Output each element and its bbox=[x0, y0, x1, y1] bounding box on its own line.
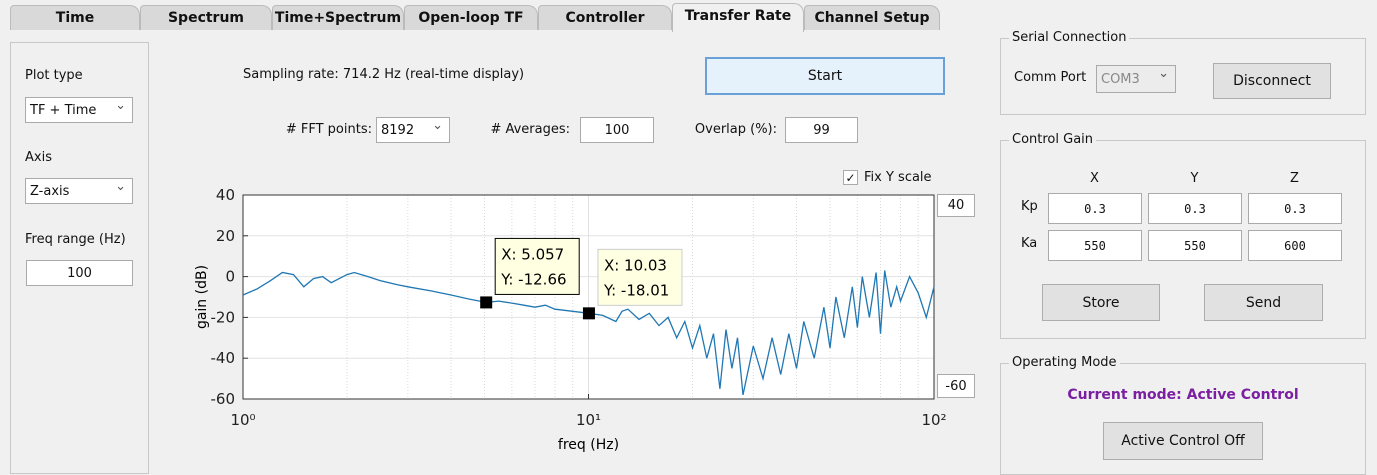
panel-title: Serial Connection bbox=[1009, 30, 1130, 45]
label: Plot type bbox=[25, 68, 83, 83]
checkbox[interactable]: ✓ bbox=[843, 170, 858, 185]
y-tick-label: 40 bbox=[216, 186, 235, 204]
datatip-y: Y: -18.01 bbox=[603, 281, 669, 299]
column-header: Y bbox=[1190, 171, 1199, 186]
tab[interactable]: Open-loop TF bbox=[404, 5, 538, 30]
panel-title: Control Gain bbox=[1009, 132, 1097, 147]
tab[interactable]: Transfer Rate bbox=[672, 3, 804, 32]
y-tick-label: -20 bbox=[211, 308, 236, 326]
label: Comm Port bbox=[1014, 70, 1087, 85]
input[interactable]: 100 bbox=[580, 117, 654, 143]
button[interactable]: Send bbox=[1204, 284, 1323, 321]
checkbox-label: Fix Y scale bbox=[864, 170, 932, 185]
y-tick-label: 20 bbox=[216, 227, 235, 245]
serial-panel: Serial Connection Comm Port COM3 Disconn… bbox=[1000, 30, 1366, 115]
datatip-box bbox=[597, 248, 683, 306]
y-max-input[interactable]: 40 bbox=[937, 194, 975, 217]
input[interactable]: 0.3 bbox=[1248, 193, 1342, 224]
x-tick-label: 10² bbox=[921, 411, 946, 429]
row-label: Kp bbox=[1021, 199, 1038, 214]
input[interactable]: 550 bbox=[1148, 230, 1242, 261]
mode-panel: Operating Mode Current mode: Active Cont… bbox=[1000, 355, 1366, 475]
x-tick-label: 10¹ bbox=[576, 411, 601, 429]
plot: 40 20 0 -20 -40 -60 10⁰ 10¹ 10² freq (Hz) gain (dB… bbox=[194, 186, 947, 453]
datatip-marker bbox=[582, 307, 595, 320]
row-label: Ka bbox=[1021, 236, 1038, 251]
y-tick-label: -60 bbox=[211, 390, 236, 408]
dropdown[interactable]: TF + Time bbox=[25, 97, 133, 123]
datatip-marker bbox=[480, 296, 493, 309]
input[interactable]: 99 bbox=[785, 117, 858, 143]
button[interactable]: Store bbox=[1042, 284, 1160, 321]
button[interactable]: Active Control Off bbox=[1103, 422, 1263, 460]
column-header: Z bbox=[1290, 171, 1299, 186]
dropdown[interactable]: Z-axis bbox=[25, 178, 133, 204]
datatip-x: X: 10.03 bbox=[604, 256, 667, 274]
tab[interactable]: Channel Setup bbox=[804, 5, 940, 30]
gain-panel: Control Gain X Y Z Kp 0.3 0.3 0.3 Ka 550 550 600 S… bbox=[1000, 132, 1366, 339]
left-panel: Plot type TF + Time Axis Z-axis Freq ran… bbox=[10, 42, 149, 474]
x-tick-label: 10⁰ bbox=[230, 411, 255, 429]
datatip-x: X: 5.057 bbox=[501, 245, 564, 263]
input[interactable]: 550 bbox=[1048, 230, 1142, 261]
data-line bbox=[242, 270, 935, 396]
datatip-y: Y: -12.66 bbox=[500, 270, 566, 288]
y-tick-label: 0 bbox=[225, 268, 235, 286]
dropdown[interactable]: 8192 bbox=[376, 117, 450, 143]
dropdown[interactable]: COM3 bbox=[1096, 65, 1176, 93]
tab[interactable]: Spectrum bbox=[140, 5, 272, 30]
datatip-box bbox=[494, 237, 580, 295]
y-tick-label: -40 bbox=[211, 349, 236, 367]
input[interactable]: 600 bbox=[1248, 230, 1342, 261]
tab[interactable]: Controller bbox=[538, 5, 672, 30]
tab[interactable]: Time+Spectrum bbox=[272, 5, 404, 30]
column-header: X bbox=[1090, 171, 1099, 186]
start-button[interactable]: Start bbox=[705, 57, 945, 95]
label: Freq range (Hz) bbox=[25, 232, 126, 247]
input[interactable]: 0.3 bbox=[1148, 193, 1242, 224]
sampling-rate: Sampling rate: 714.2 Hz (real-time displ… bbox=[243, 67, 525, 82]
y-min-input[interactable]: -60 bbox=[937, 374, 975, 398]
panel-title: Operating Mode bbox=[1009, 355, 1120, 370]
x-axis-label: freq (Hz) bbox=[558, 437, 619, 453]
label: # Averages: bbox=[490, 122, 570, 137]
label: Axis bbox=[25, 150, 52, 165]
y-axis-label: gain (dB) bbox=[194, 265, 210, 329]
input[interactable]: 0.3 bbox=[1048, 193, 1142, 224]
label: Overlap (%): bbox=[694, 122, 777, 137]
button[interactable]: Disconnect bbox=[1213, 63, 1331, 99]
app-window: Time Spectrum Time+Spectrum Open-loop TF Con… bbox=[0, 0, 1377, 465]
mode-status: Current mode: Active Control bbox=[1067, 387, 1299, 403]
input[interactable]: 100 bbox=[26, 260, 133, 286]
axes-box bbox=[242, 194, 935, 400]
tab[interactable]: Time bbox=[10, 5, 140, 30]
label: # FFT points: bbox=[285, 122, 372, 137]
